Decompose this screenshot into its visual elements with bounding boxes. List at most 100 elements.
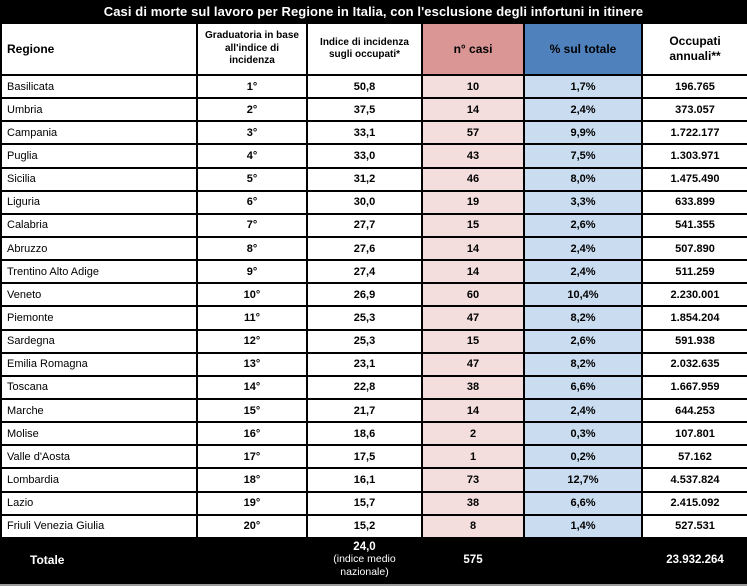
cell-occupati: 107.801 (641, 421, 747, 447)
cell-casi: 47 (421, 305, 525, 331)
cell-indice: 17,5 (306, 444, 423, 470)
cell-indice: 16,1 (306, 467, 423, 493)
cell-indice: 30,0 (306, 189, 423, 215)
cell-graduatoria: 7° (196, 212, 308, 238)
cell-graduatoria: 17° (196, 444, 308, 470)
cell-percentuale: 0,3% (523, 421, 643, 447)
cell-graduatoria: 16° (196, 421, 308, 447)
cell-graduatoria: 6° (196, 189, 308, 215)
cell-occupati: 507.890 (641, 235, 747, 262)
total-row: Totale 24,0 (indice medio nazionale) 575… (0, 537, 747, 583)
cell-indice: 33,0 (306, 143, 423, 169)
table-footer: Totale 24,0 (indice medio nazionale) 575… (0, 537, 747, 583)
cell-casi: 10 (421, 73, 525, 100)
cell-percentuale: 1,4% (523, 513, 643, 540)
cell-occupati: 4.537.824 (641, 467, 747, 493)
cell-casi: 47 (421, 351, 525, 377)
cell-indice: 25,3 (306, 328, 423, 354)
cell-casi: 14 (421, 235, 525, 262)
cell-percentuale: 12,7% (523, 467, 643, 493)
cell-regione: Abruzzo (0, 235, 198, 262)
cell-graduatoria: 5° (196, 166, 308, 192)
column-header-regione: Regione (0, 22, 198, 76)
cell-graduatoria: 2° (196, 97, 308, 123)
cell-regione: Veneto (0, 282, 198, 308)
column-header-graduatoria: Graduatoria in base all'indice di incide… (196, 22, 308, 76)
cell-graduatoria: 4° (196, 143, 308, 169)
cell-indice: 22,8 (306, 374, 423, 400)
total-label: Totale (0, 537, 198, 583)
cell-occupati: 1.667.959 (641, 374, 747, 400)
cell-regione: Marche (0, 397, 198, 424)
table-row: Liguria 6° 30,0 19 3,3% 633.899 (0, 189, 747, 215)
cell-graduatoria: 10° (196, 282, 308, 308)
header-row: Regione Graduatoria in base all'indice d… (0, 22, 747, 76)
cell-occupati: 644.253 (641, 397, 747, 424)
cell-indice: 27,4 (306, 259, 423, 285)
cell-indice: 27,6 (306, 235, 423, 262)
cell-occupati: 373.057 (641, 97, 747, 123)
cell-regione: Campania (0, 120, 198, 146)
column-header-casi: n° casi (421, 22, 525, 76)
cell-regione: Sicilia (0, 166, 198, 192)
cell-casi: 38 (421, 374, 525, 400)
table-row: Basilicata 1° 50,8 10 1,7% 196.765 (0, 73, 747, 100)
cell-percentuale: 10,4% (523, 282, 643, 308)
cell-indice: 33,1 (306, 120, 423, 146)
cell-occupati: 527.531 (641, 513, 747, 540)
cell-percentuale: 8,2% (523, 305, 643, 331)
cell-casi: 1 (421, 444, 525, 470)
column-header-occupati: Occupati annuali** (641, 22, 747, 76)
cell-indice: 23,1 (306, 351, 423, 377)
cell-occupati: 1.475.490 (641, 166, 747, 192)
cell-indice: 18,6 (306, 421, 423, 447)
cell-regione: Basilicata (0, 73, 198, 100)
cell-graduatoria: 20° (196, 513, 308, 540)
cell-percentuale: 9,9% (523, 120, 643, 146)
cell-graduatoria: 11° (196, 305, 308, 331)
cell-graduatoria: 19° (196, 490, 308, 516)
cell-percentuale: 6,6% (523, 490, 643, 516)
cell-indice: 27,7 (306, 212, 423, 238)
cell-percentuale: 8,0% (523, 166, 643, 192)
cell-percentuale: 6,6% (523, 374, 643, 400)
column-header-indice: Indice di incidenza sugli occupati* (306, 22, 423, 76)
cell-casi: 14 (421, 259, 525, 285)
cell-regione: Puglia (0, 143, 198, 169)
cell-percentuale: 8,2% (523, 351, 643, 377)
column-header-percentuale: % sul totale (523, 22, 643, 76)
table-row: Abruzzo 8° 27,6 14 2,4% 507.890 (0, 235, 747, 262)
cell-regione: Lombardia (0, 467, 198, 493)
cell-graduatoria: 9° (196, 259, 308, 285)
cell-indice: 50,8 (306, 73, 423, 100)
table-row: Umbria 2° 37,5 14 2,4% 373.057 (0, 97, 747, 123)
cell-graduatoria: 1° (196, 73, 308, 100)
cell-casi: 15 (421, 212, 525, 238)
page-title: Casi di morte sul lavoro per Regione in … (103, 3, 644, 19)
cell-regione: Toscana (0, 374, 198, 400)
cell-percentuale: 1,7% (523, 73, 643, 100)
cell-regione: Molise (0, 421, 198, 447)
table-row: Sicilia 5° 31,2 46 8,0% 1.475.490 (0, 166, 747, 192)
total-cell-indice: 24,0 (indice medio nazionale) (306, 537, 423, 583)
cell-casi: 8 (421, 513, 525, 540)
table-row: Friuli Venezia Giulia 20° 15,2 8 1,4% 527.531 (0, 513, 747, 540)
cell-casi: 43 (421, 143, 525, 169)
total-cell-occupati: 23.932.264 (641, 537, 747, 583)
cell-indice: 25,3 (306, 305, 423, 331)
cell-graduatoria: 3° (196, 120, 308, 146)
table-row: Sardegna 12° 25,3 15 2,6% 591.938 (0, 328, 747, 354)
bottom-edge-line (0, 584, 747, 586)
cell-occupati: 1.722.177 (641, 120, 747, 146)
table-row: Trentino Alto Adige 9° 27,4 14 2,4% 511.259 (0, 259, 747, 285)
cell-graduatoria: 13° (196, 351, 308, 377)
cell-occupati: 196.765 (641, 73, 747, 100)
table-row: Valle d'Aosta 17° 17,5 1 0,2% 57.162 (0, 444, 747, 470)
table-row: Marche 15° 21,7 14 2,4% 644.253 (0, 397, 747, 424)
cell-occupati: 541.355 (641, 212, 747, 238)
cell-casi: 2 (421, 421, 525, 447)
cell-regione: Umbria (0, 97, 198, 123)
cell-indice: 21,7 (306, 397, 423, 424)
cell-regione: Sardegna (0, 328, 198, 354)
